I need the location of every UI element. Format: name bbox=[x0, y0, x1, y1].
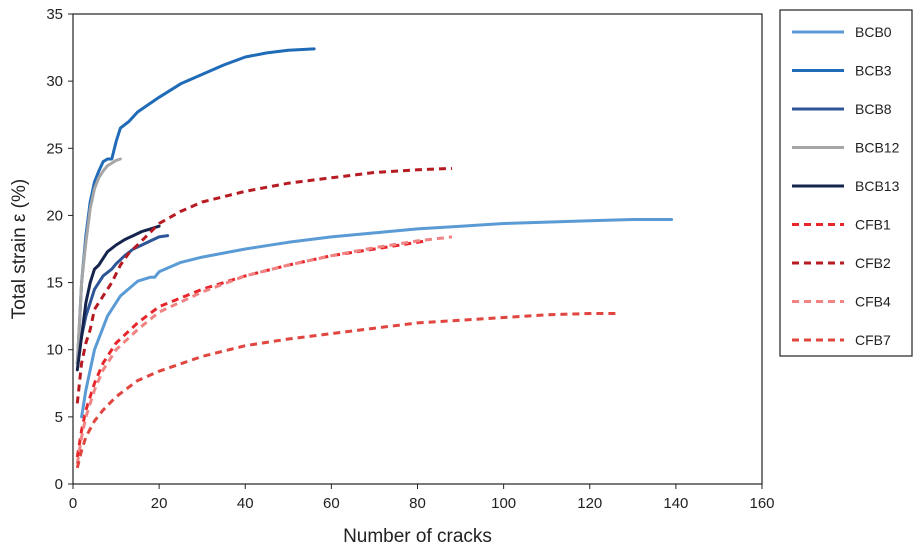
y-axis-title: Total strain ε (%) bbox=[9, 179, 30, 319]
series-line-bcb13 bbox=[75, 224, 161, 372]
x-tick-label: 140 bbox=[663, 495, 688, 512]
x-tick-label: 120 bbox=[577, 495, 602, 512]
y-axis: 0 5 10 15 20 25 30 35 bbox=[46, 6, 73, 493]
series-line-bcb8 bbox=[75, 234, 170, 365]
y-tick-label: 20 bbox=[46, 207, 63, 224]
x-tick-label: 0 bbox=[69, 495, 77, 512]
legend-box bbox=[779, 9, 913, 357]
legend-label-bcb0: BCB0 bbox=[855, 24, 892, 40]
legend-label-bcb3: BCB3 bbox=[855, 63, 892, 79]
x-axis-title: Number of cracks bbox=[343, 526, 492, 546]
y-tick-label: 35 bbox=[46, 6, 63, 23]
legend-label-bcb8: BCB8 bbox=[855, 101, 892, 117]
series-line-cfb4 bbox=[75, 235, 453, 465]
x-axis: 0 20 40 60 80 100 120 140 160 bbox=[69, 484, 775, 512]
legend-label-cfb2: CFB2 bbox=[855, 255, 891, 271]
series-line-cfb7 bbox=[75, 312, 616, 469]
series-line-bcb0 bbox=[80, 218, 674, 419]
y-tick-label: 5 bbox=[55, 409, 63, 426]
plot-frame bbox=[72, 13, 763, 485]
x-tick-label: 20 bbox=[151, 495, 168, 512]
y-tick-label: 30 bbox=[46, 73, 63, 90]
legend: BCB0 BCB3 BCB8 BCB12 BCB13 CFB1 CFB2 CFB4 CFB7 bbox=[779, 9, 913, 357]
legend-label-cfb4: CFB4 bbox=[855, 294, 891, 310]
x-tick-label: 40 bbox=[237, 495, 254, 512]
x-tick-label: 80 bbox=[409, 495, 426, 512]
series-line-cfb2 bbox=[75, 166, 453, 404]
y-tick-label: 0 bbox=[55, 476, 63, 493]
x-tick-label: 100 bbox=[491, 495, 516, 512]
series-line-bcb12 bbox=[75, 157, 122, 365]
legend-label-bcb13: BCB13 bbox=[855, 178, 900, 194]
plot-area bbox=[72, 13, 763, 485]
y-tick-label: 25 bbox=[46, 140, 63, 157]
y-tick-label: 10 bbox=[46, 342, 63, 359]
legend-label-cfb1: CFB1 bbox=[855, 217, 891, 233]
legend-label-cfb7: CFB7 bbox=[855, 332, 891, 348]
x-tick-label: 60 bbox=[323, 495, 340, 512]
x-tick-label: 160 bbox=[749, 495, 774, 512]
y-tick-label: 15 bbox=[46, 275, 63, 292]
legend-label-bcb12: BCB12 bbox=[855, 140, 900, 156]
